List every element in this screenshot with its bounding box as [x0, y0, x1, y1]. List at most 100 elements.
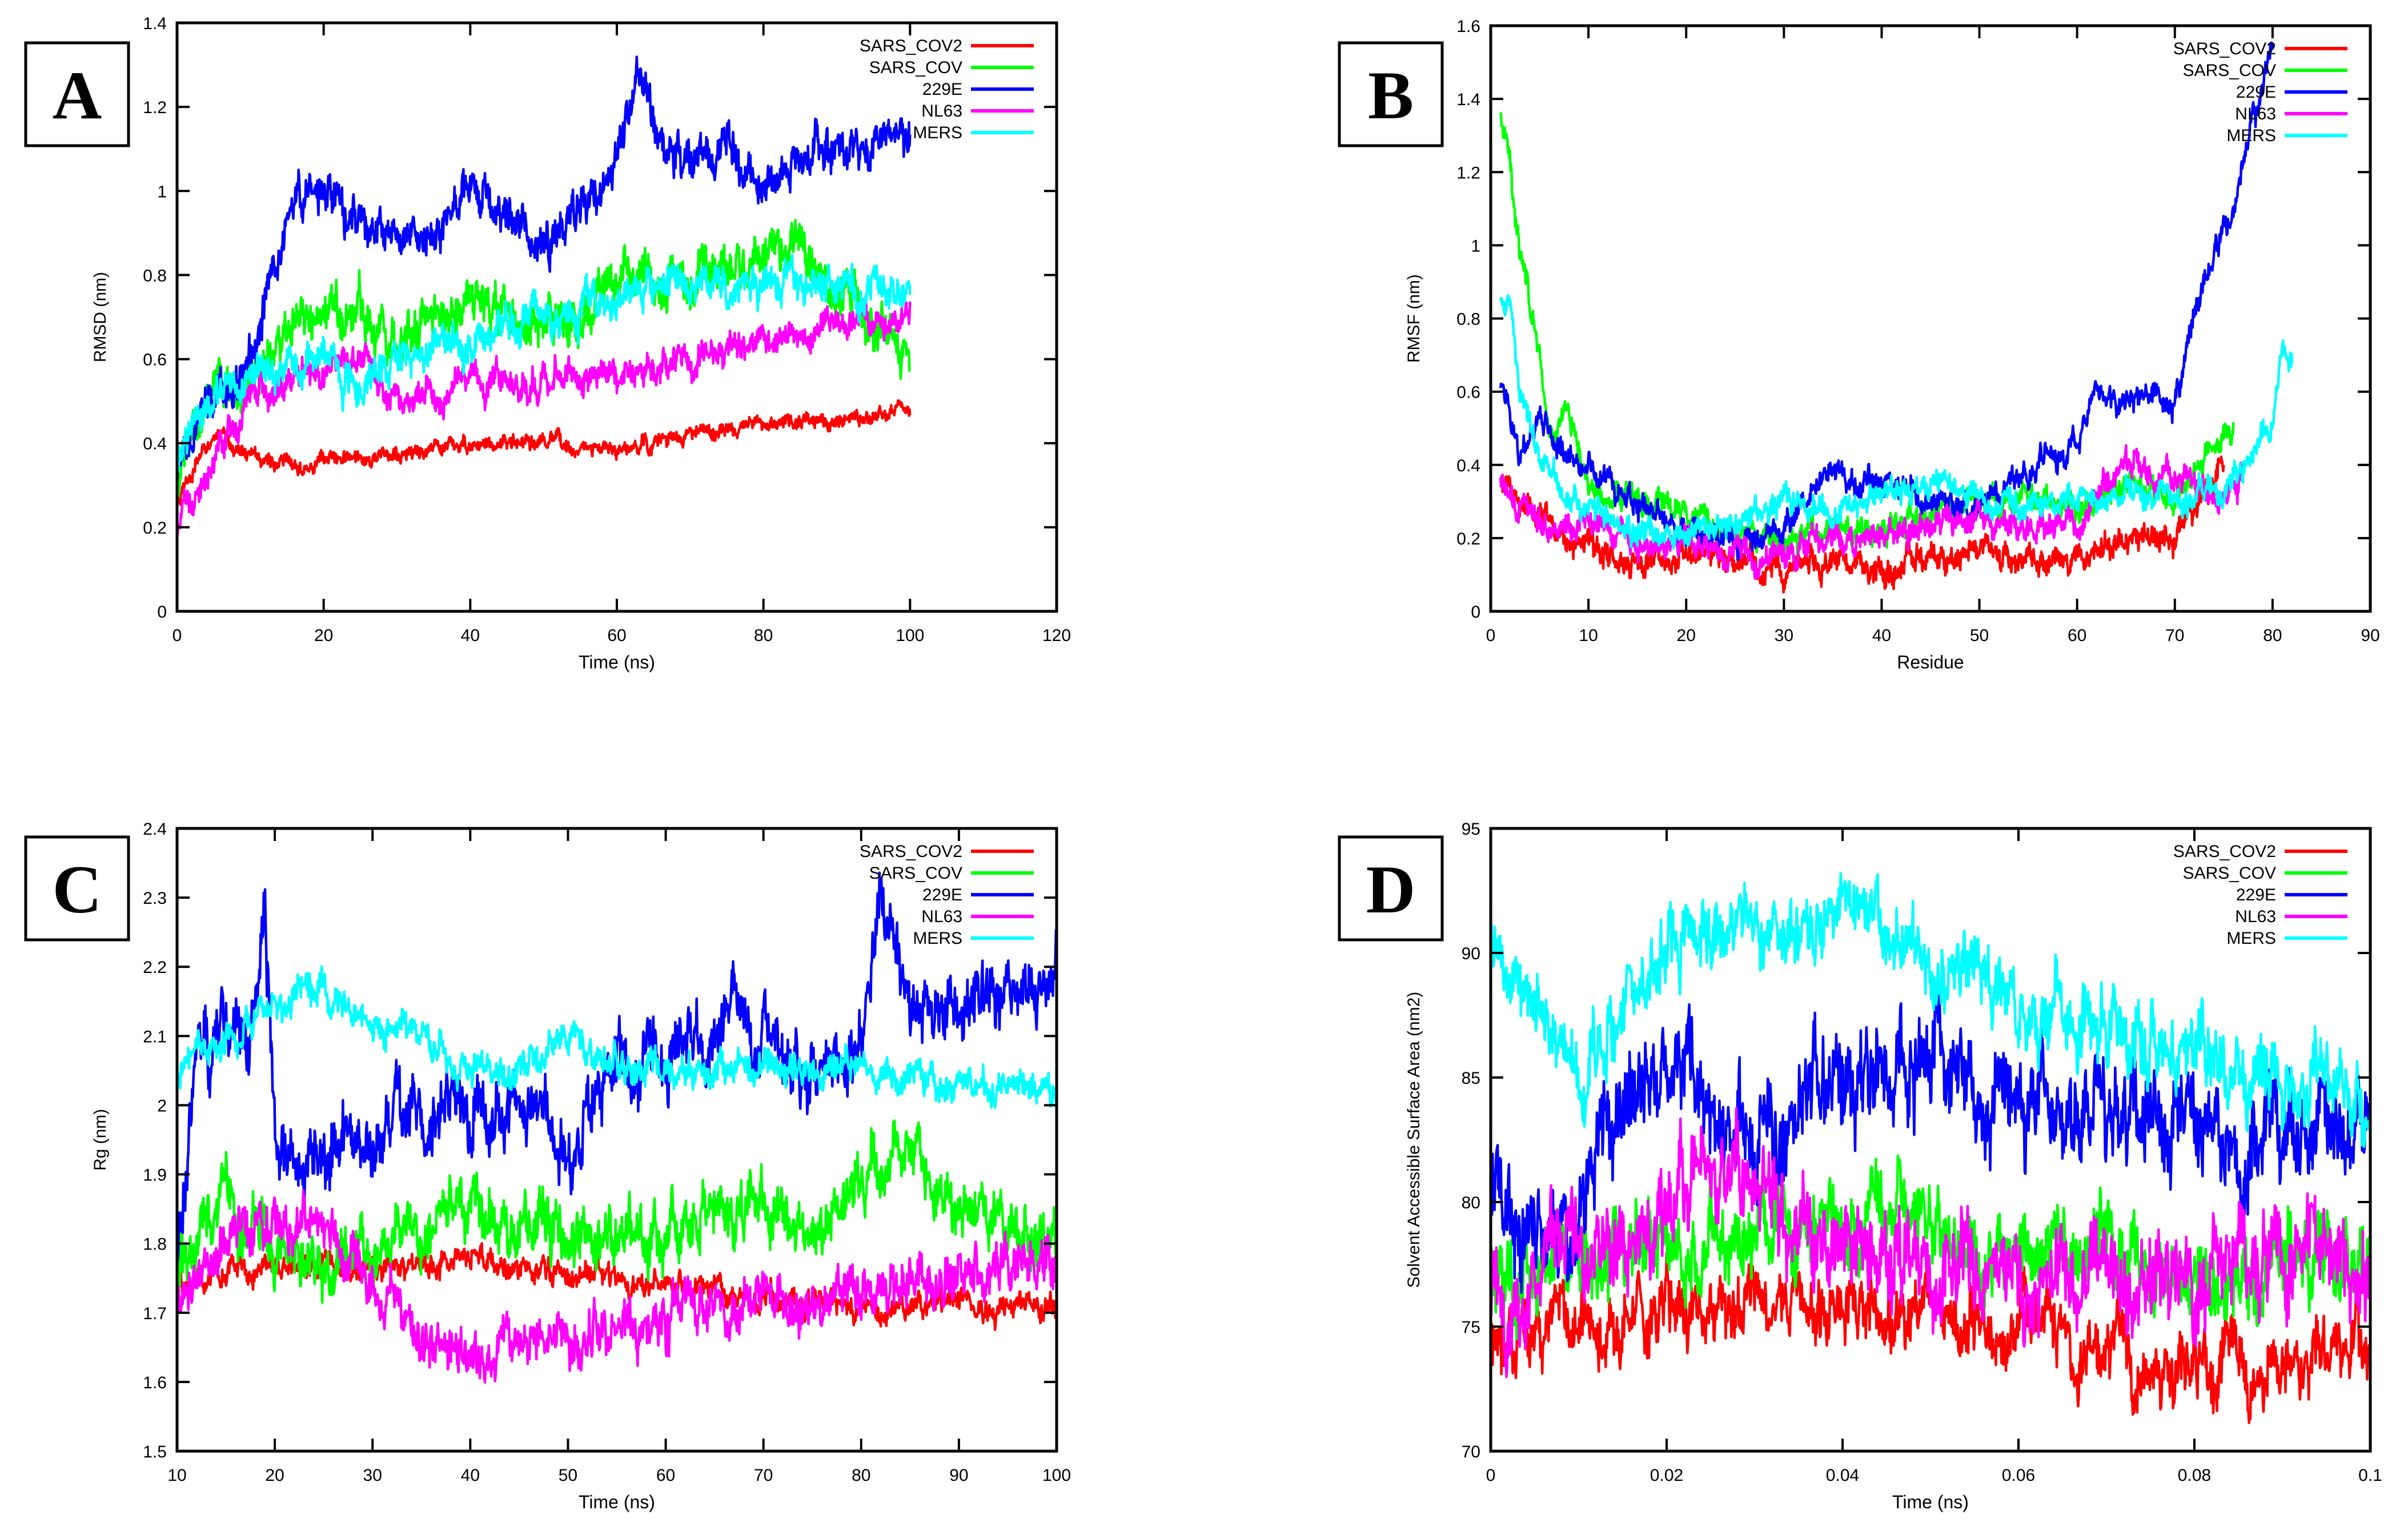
legend-label-D-sars_cov: SARS_COV — [2183, 864, 2276, 883]
x-tick-label-B: 60 — [2068, 626, 2086, 645]
y-axis-label-B: RMSF (nm) — [1404, 274, 1423, 363]
y-tick-label-C: 2 — [157, 1096, 167, 1115]
panel-label-C: C — [53, 851, 102, 927]
y-tick-label-C: 1.8 — [143, 1235, 167, 1254]
x-tick-label-D: 0.1 — [2358, 1466, 2382, 1485]
x-tick-label-A: 60 — [607, 626, 626, 645]
y-tick-label-A: 1.4 — [143, 14, 167, 33]
series-line-D-mers — [1491, 872, 2370, 1148]
legend-label-C-229e: 229E — [922, 886, 962, 904]
y-tick-label-B: 1.6 — [1456, 17, 1480, 36]
y-tick-label-B: 0.6 — [1456, 383, 1480, 402]
series-line-D-229e — [1491, 987, 2370, 1294]
x-tick-label-D: 0.06 — [2002, 1466, 2035, 1485]
series-line-C-nl63 — [177, 1189, 1057, 1384]
x-tick-label-D: 0 — [1486, 1466, 1496, 1485]
legend-label-D-sars_cov2: SARS_COV2 — [2173, 842, 2276, 861]
x-tick-label-C: 50 — [559, 1466, 577, 1485]
x-tick-label-A: 120 — [1042, 626, 1071, 645]
legend-label-A-229e: 229E — [922, 80, 962, 99]
legend-label-D-mers: MERS — [2226, 929, 2276, 948]
x-tick-label-B: 30 — [1775, 626, 1793, 645]
y-axis-label-D: Solvent Accessible Surface Area (nm2) — [1404, 992, 1423, 1288]
y-tick-label-A: 0.8 — [143, 266, 167, 285]
x-tick-label-A: 0 — [172, 626, 182, 645]
series-line-B-229e — [1499, 41, 2274, 562]
chart-B: 0 10 20 30 40 50 60 70 80 90 0 0.2 0.4 0.6 0.8 1 1.2 1.4 1… — [1338, 17, 2380, 672]
x-tick-label-C: 30 — [363, 1466, 382, 1485]
x-tick-label-C: 60 — [656, 1466, 675, 1485]
series-line-D-nl63 — [1491, 1107, 2370, 1379]
legend-label-B-sars_cov: SARS_COV — [2183, 61, 2276, 80]
x-tick-label-D: 0.08 — [2178, 1466, 2211, 1485]
x-tick-label-C: 40 — [461, 1466, 480, 1485]
chart-C: 10 20 30 40 50 60 70 80 90 100 1.5 1.6 1.7 1.8 1.9 2 2.1… — [24, 820, 1071, 1512]
legend-label-D-nl63: NL63 — [2235, 907, 2276, 926]
series-line-C-sars_cov2 — [177, 1242, 1057, 1331]
panel-label-box-D — [1338, 835, 1444, 942]
y-tick-label-B: 1.4 — [1456, 90, 1480, 109]
x-axis-label-C: Time (ns) — [579, 1492, 655, 1512]
y-tick-label-B: 0 — [1471, 603, 1480, 622]
x-tick-label-D: 0.04 — [1826, 1466, 1859, 1485]
y-tick-label-C: 1.7 — [143, 1304, 167, 1323]
y-tick-label-D: 75 — [1462, 1318, 1480, 1337]
series-line-C-sars_cov — [177, 1119, 1057, 1304]
legend-label-C-nl63: NL63 — [921, 907, 962, 926]
x-tick-label-B: 10 — [1579, 626, 1598, 645]
panel-label-box-C — [24, 835, 130, 942]
y-tick-label-A: 1.2 — [143, 98, 167, 117]
y-tick-label-B: 0.8 — [1456, 310, 1480, 329]
x-tick-label-A: 100 — [896, 626, 924, 645]
x-tick-label-B: 70 — [2165, 626, 2184, 645]
y-tick-label-C: 1.9 — [143, 1166, 167, 1185]
y-tick-label-B: 1.2 — [1456, 163, 1480, 182]
panel-label-box-A — [24, 41, 130, 147]
y-tick-label-D: 95 — [1462, 820, 1480, 839]
panel-label-B: B — [1368, 57, 1414, 133]
panel-label-D: D — [1366, 851, 1416, 927]
panel-label-A: A — [53, 57, 102, 133]
chart-A: 0 20 40 60 80 100 120 0 0.2 0.4 0.6 0.8 1 1.2 1.4 Time … — [24, 14, 1071, 672]
x-tick-label-C: 70 — [754, 1466, 773, 1485]
legend-label-B-nl63: NL63 — [2235, 105, 2276, 123]
x-tick-label-C: 80 — [852, 1466, 870, 1485]
series-line-C-mers — [177, 965, 1057, 1110]
legend-label-C-sars_cov2: SARS_COV2 — [860, 842, 962, 861]
y-tick-label-C: 2.2 — [143, 958, 167, 977]
x-tick-label-B: 90 — [2361, 626, 2379, 645]
x-axis-label-B: Residue — [1897, 652, 1964, 672]
series-line-B-mers — [1499, 294, 2294, 550]
y-tick-label-A: 1 — [157, 182, 167, 201]
y-tick-label-D: 80 — [1462, 1193, 1480, 1212]
x-tick-label-C: 20 — [265, 1466, 284, 1485]
x-tick-label-B: 0 — [1486, 626, 1496, 645]
series-line-A-229e — [177, 55, 912, 484]
x-tick-label-B: 80 — [2263, 626, 2282, 645]
x-tick-label-A: 20 — [314, 626, 333, 645]
y-tick-label-C: 1.6 — [143, 1373, 167, 1392]
x-tick-label-B: 50 — [1970, 626, 1989, 645]
y-tick-label-C: 1.5 — [143, 1443, 167, 1461]
y-tick-label-C: 2.4 — [143, 820, 167, 839]
series-line-C-229e — [177, 871, 1057, 1263]
x-tick-label-C: 90 — [949, 1466, 968, 1485]
legend-label-B-229e: 229E — [2236, 83, 2276, 102]
y-tick-label-D: 70 — [1462, 1443, 1480, 1461]
legend-label-A-sars_cov: SARS_COV — [869, 58, 962, 77]
y-tick-label-A: 0.4 — [143, 435, 167, 454]
legend-label-C-mers: MERS — [913, 929, 962, 948]
y-tick-label-B: 1 — [1471, 237, 1480, 255]
plot-area-D — [1491, 872, 2370, 1424]
series-line-A-sars_cov2 — [177, 399, 912, 506]
series-line-A-mers — [177, 254, 912, 473]
legend-label-D-229e: 229E — [2236, 886, 2276, 904]
legend-label-C-sars_cov: SARS_COV — [869, 864, 962, 883]
plot-area-C — [177, 871, 1057, 1384]
x-tick-label-C: 10 — [167, 1466, 186, 1485]
series-line-B-sars_cov2 — [1499, 455, 2225, 594]
y-tick-label-B: 0.4 — [1456, 456, 1480, 475]
y-tick-label-D: 90 — [1462, 944, 1480, 963]
plot-frame-D — [1489, 827, 2372, 1453]
